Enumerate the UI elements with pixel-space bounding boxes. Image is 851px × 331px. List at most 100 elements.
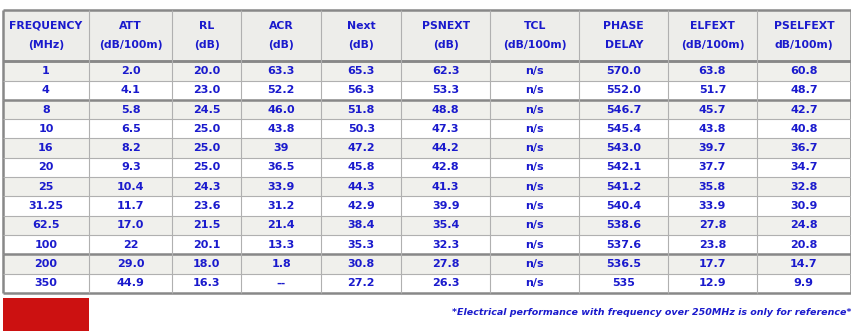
Text: 56.3: 56.3	[347, 85, 375, 95]
Text: 46.0: 46.0	[267, 105, 295, 115]
Bar	[3, 196, 851, 216]
Bar	[3, 177, 851, 196]
Text: n/s: n/s	[525, 259, 544, 269]
Text: 38.4: 38.4	[347, 220, 375, 230]
Text: 546.7: 546.7	[606, 105, 642, 115]
Bar	[3, 274, 851, 293]
Bar	[3, 254, 851, 274]
Text: (dB/100m): (dB/100m)	[503, 40, 567, 50]
Text: n/s: n/s	[525, 163, 544, 172]
Text: 23.6: 23.6	[193, 201, 220, 211]
Text: 50.3: 50.3	[348, 124, 374, 134]
Text: ACR: ACR	[269, 21, 294, 31]
Text: PSELFEXT: PSELFEXT	[774, 21, 834, 31]
Text: 537.6: 537.6	[606, 240, 642, 250]
Text: 30.8: 30.8	[347, 259, 375, 269]
Text: 16.3: 16.3	[193, 278, 220, 288]
Text: n/s: n/s	[525, 201, 544, 211]
Text: 44.9: 44.9	[117, 278, 145, 288]
Text: 552.0: 552.0	[607, 85, 642, 95]
Text: n/s: n/s	[525, 143, 544, 153]
Text: 538.6: 538.6	[606, 220, 642, 230]
Text: (dB/100m): (dB/100m)	[681, 40, 744, 50]
Text: 42.9: 42.9	[347, 201, 375, 211]
Text: 45.7: 45.7	[699, 105, 726, 115]
Text: 48.7: 48.7	[790, 85, 818, 95]
Text: 541.2: 541.2	[606, 182, 642, 192]
Text: 44.2: 44.2	[431, 143, 460, 153]
Text: ELFEXT: ELFEXT	[690, 21, 735, 31]
Text: 545.4: 545.4	[606, 124, 642, 134]
Text: n/s: n/s	[525, 66, 544, 76]
Text: 543.0: 543.0	[606, 143, 642, 153]
Text: 31.2: 31.2	[267, 201, 294, 211]
Text: 31.25: 31.25	[28, 201, 64, 211]
Text: 21.5: 21.5	[193, 220, 220, 230]
Text: FREQUENCY: FREQUENCY	[9, 21, 83, 31]
Text: 62.3: 62.3	[431, 66, 460, 76]
Text: 33.9: 33.9	[699, 201, 726, 211]
Text: 540.4: 540.4	[606, 201, 642, 211]
Bar	[3, 100, 851, 119]
Bar	[3, 298, 89, 331]
Text: --: --	[277, 278, 286, 288]
Text: 535: 535	[613, 278, 635, 288]
Bar	[3, 158, 851, 177]
Bar	[3, 235, 851, 254]
Text: 45.8: 45.8	[347, 163, 375, 172]
Text: 60.8: 60.8	[790, 66, 818, 76]
Text: n/s: n/s	[525, 220, 544, 230]
Text: 570.0: 570.0	[607, 66, 642, 76]
Text: 2.0: 2.0	[121, 66, 140, 76]
Text: 42.8: 42.8	[431, 163, 460, 172]
Bar	[3, 61, 851, 80]
Text: 22: 22	[123, 240, 139, 250]
Text: 350: 350	[35, 278, 57, 288]
Text: 43.8: 43.8	[699, 124, 726, 134]
Text: 52.2: 52.2	[267, 85, 294, 95]
Text: 20.0: 20.0	[193, 66, 220, 76]
Bar	[3, 10, 851, 61]
Text: n/s: n/s	[525, 105, 544, 115]
Text: n/s: n/s	[525, 182, 544, 192]
Text: 9.9: 9.9	[794, 278, 814, 288]
Text: n/s: n/s	[525, 240, 544, 250]
Text: 33.9: 33.9	[267, 182, 294, 192]
Text: 23.0: 23.0	[193, 85, 220, 95]
Text: 24.8: 24.8	[790, 220, 818, 230]
Text: 63.3: 63.3	[267, 66, 294, 76]
Text: 24.3: 24.3	[193, 182, 220, 192]
Text: *Electrical performance with frequency over 250MHz is only for reference*: *Electrical performance with frequency o…	[452, 308, 851, 317]
Text: 5.8: 5.8	[121, 105, 140, 115]
Text: 6.5: 6.5	[121, 124, 140, 134]
Text: 1.8: 1.8	[271, 259, 291, 269]
Text: 11.7: 11.7	[117, 201, 145, 211]
Text: n/s: n/s	[525, 124, 544, 134]
Text: 51.8: 51.8	[347, 105, 375, 115]
Text: 39.9: 39.9	[431, 201, 460, 211]
Text: 65.3: 65.3	[347, 66, 375, 76]
Text: 18.0: 18.0	[193, 259, 220, 269]
Text: 51.7: 51.7	[699, 85, 726, 95]
Text: 44.3: 44.3	[347, 182, 375, 192]
Text: (MHz): (MHz)	[28, 40, 64, 50]
Text: DELAY: DELAY	[604, 40, 643, 50]
Text: 10.4: 10.4	[117, 182, 145, 192]
Text: 16: 16	[38, 143, 54, 153]
Text: 25: 25	[38, 182, 54, 192]
Text: 29.0: 29.0	[117, 259, 145, 269]
Text: 32.3: 32.3	[432, 240, 460, 250]
Text: n/s: n/s	[525, 278, 544, 288]
Text: 8.2: 8.2	[121, 143, 140, 153]
Text: (dB): (dB)	[268, 40, 294, 50]
Text: 25.0: 25.0	[193, 143, 220, 153]
Text: 39.7: 39.7	[699, 143, 726, 153]
Text: 9.3: 9.3	[121, 163, 140, 172]
Text: 536.5: 536.5	[606, 259, 642, 269]
Text: 20: 20	[38, 163, 54, 172]
Text: 48.8: 48.8	[431, 105, 460, 115]
Text: 34.7: 34.7	[790, 163, 818, 172]
Text: 63.8: 63.8	[699, 66, 726, 76]
Text: 27.2: 27.2	[347, 278, 375, 288]
Text: 26.3: 26.3	[431, 278, 460, 288]
